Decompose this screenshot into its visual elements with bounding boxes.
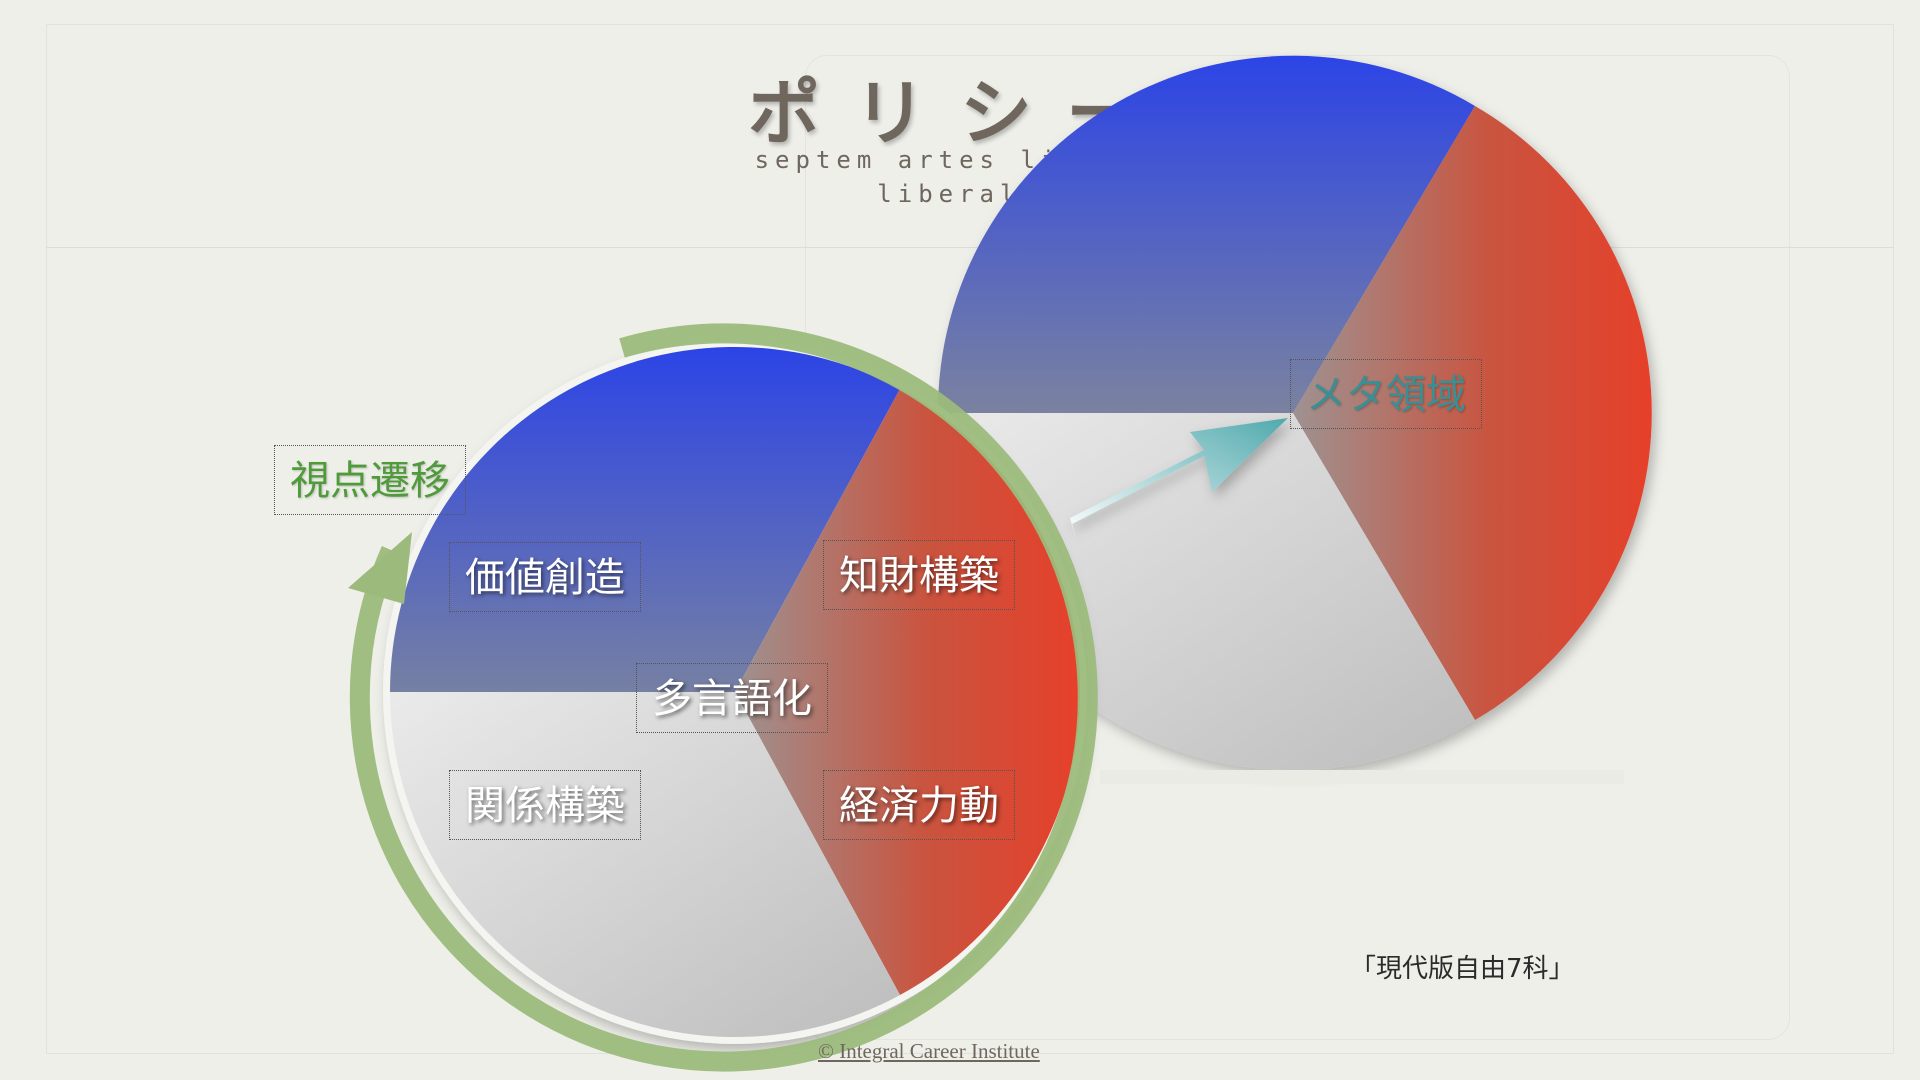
cycle-arrow-head [348, 532, 412, 604]
segment-label-ip-building: 知財構築 [823, 540, 1015, 610]
caption: 「現代版自由7科」 [1350, 954, 1575, 984]
segment-label-multilingual: 多言語化 [636, 663, 828, 733]
slide-frame [46, 24, 1894, 1054]
copyright-notice: © Integral Career Institute [818, 1039, 1040, 1063]
meta-domain-label: メタ領域 [1290, 359, 1482, 429]
segment-label-relationship-building: 関係構築 [449, 770, 641, 840]
segment-label-economic-dynamics: 経済力動 [823, 770, 1015, 840]
cycle-label: 視点遷移 [274, 445, 466, 515]
right-pie-blue-segment [937, 55, 1475, 413]
header-divider [46, 247, 1894, 248]
left-pie-gray-segment [389, 692, 900, 1038]
left-pie-blue-segment [389, 346, 900, 692]
pie-stand [1100, 770, 1624, 784]
right-pie-red-segment [1293, 106, 1652, 720]
right-pie-chart [937, 55, 1652, 771]
meta-arrow [1070, 418, 1288, 540]
cycle-arrow [349, 323, 1098, 1072]
segment-label-value-creation: 価値創造 [449, 542, 641, 612]
